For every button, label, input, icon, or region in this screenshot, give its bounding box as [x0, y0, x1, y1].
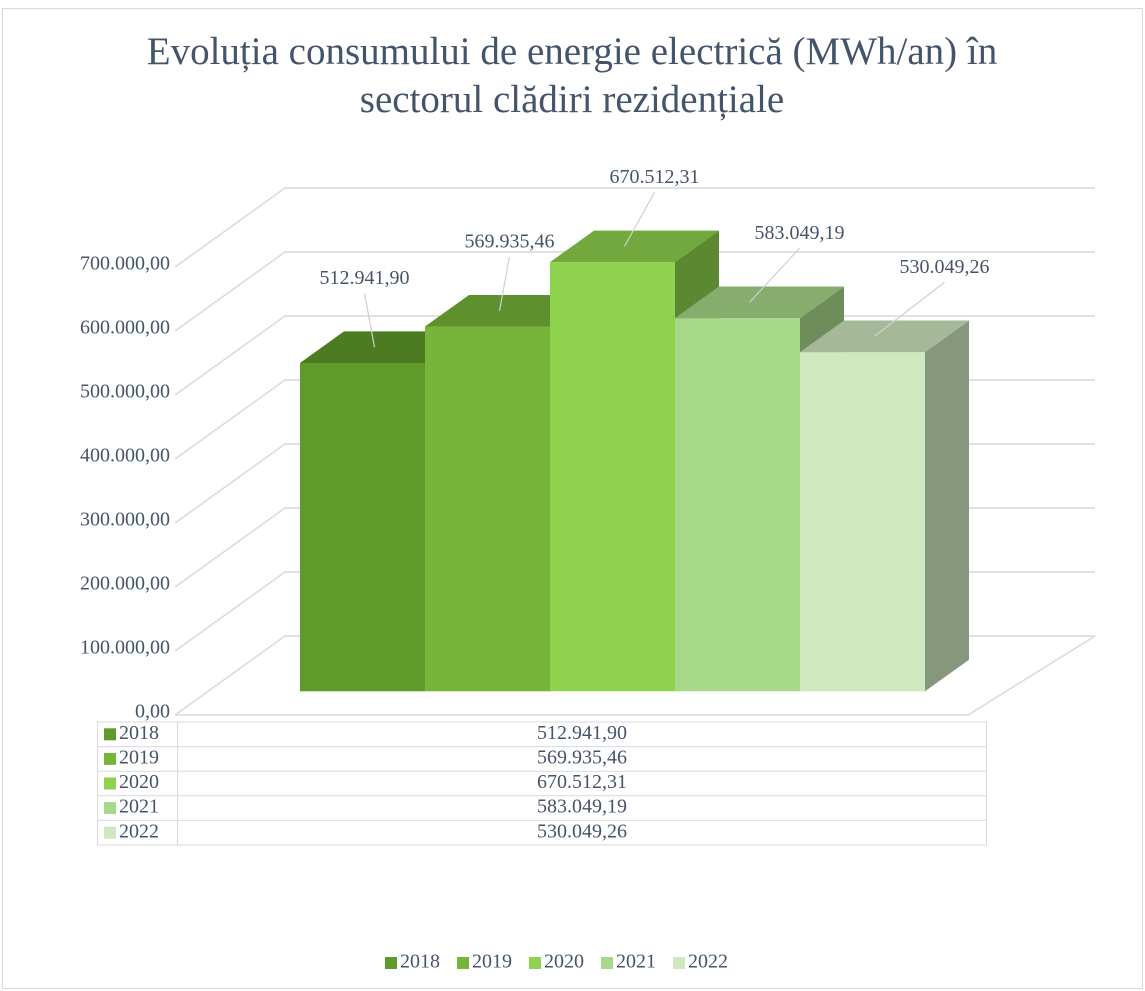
y-tick-label: 200.000,00	[80, 573, 170, 595]
table-row-label: 2020	[119, 771, 159, 793]
y-tick-label: 300.000,00	[80, 509, 170, 531]
table-border	[97, 721, 987, 846]
bar-top-shade	[800, 320, 969, 353]
bar	[300, 363, 425, 692]
table-key	[104, 728, 116, 741]
table-row-label: 2022	[119, 820, 159, 842]
bar-top-shade	[675, 286, 844, 319]
y-tick-label: 600.000,00	[80, 317, 170, 339]
legend-label: 2018	[400, 951, 440, 973]
table-row-label: 2021	[119, 796, 159, 818]
bar-side	[925, 320, 969, 692]
leader-line	[623, 192, 656, 247]
legend-label: 2019	[472, 951, 512, 973]
legend-label: 2021	[616, 951, 656, 973]
table-key	[104, 777, 116, 790]
table-row-label: 2019	[119, 746, 159, 768]
legend-key	[673, 957, 685, 969]
bar	[675, 318, 800, 692]
legend-key	[457, 957, 469, 969]
leader-line	[874, 281, 945, 337]
leader-line	[749, 247, 800, 303]
table-key	[104, 802, 116, 815]
table-value: 512.941,90	[537, 722, 627, 744]
bar-top	[675, 286, 844, 319]
legend-label: 2020	[544, 951, 584, 973]
bar	[425, 326, 550, 692]
grid-line	[174, 187, 1095, 268]
y-tick-label: 400.000,00	[80, 445, 170, 467]
legend-key	[385, 957, 397, 969]
table-value: 569.935,46	[537, 746, 627, 768]
data-label: 512.941,90	[320, 267, 410, 289]
bar	[800, 352, 925, 692]
y-tick-label: 0,00	[135, 701, 170, 723]
chart-title: Evoluția consumului de energie electrică…	[146, 30, 998, 121]
legend-label: 2022	[688, 951, 728, 973]
bar-top	[550, 230, 719, 263]
table-key	[104, 826, 116, 839]
grid-line	[174, 251, 1095, 332]
table-key	[104, 752, 116, 765]
data-label: 670.512,31	[610, 166, 700, 188]
legend-key	[529, 957, 541, 969]
bar-top	[800, 320, 969, 353]
table-value: 670.512,31	[537, 771, 627, 793]
y-tick-label: 500.000,00	[80, 381, 170, 403]
bar	[550, 262, 675, 692]
data-label: 583.049,19	[755, 222, 845, 244]
y-tick-label: 100.000,00	[80, 637, 170, 659]
floor-edge	[175, 635, 1096, 716]
y-tick-label: 700.000,00	[80, 253, 170, 275]
leader-line	[498, 256, 511, 311]
leader-line	[363, 293, 376, 348]
bar-side-shade	[925, 320, 969, 692]
data-label: 569.935,46	[465, 230, 555, 252]
table-value: 583.049,19	[537, 796, 627, 818]
bar-top-shade	[550, 230, 719, 263]
legend-key	[601, 957, 613, 969]
data-label: 530.049,26	[900, 256, 990, 278]
table-value: 530.049,26	[537, 820, 627, 842]
table-row-label: 2018	[119, 722, 159, 744]
